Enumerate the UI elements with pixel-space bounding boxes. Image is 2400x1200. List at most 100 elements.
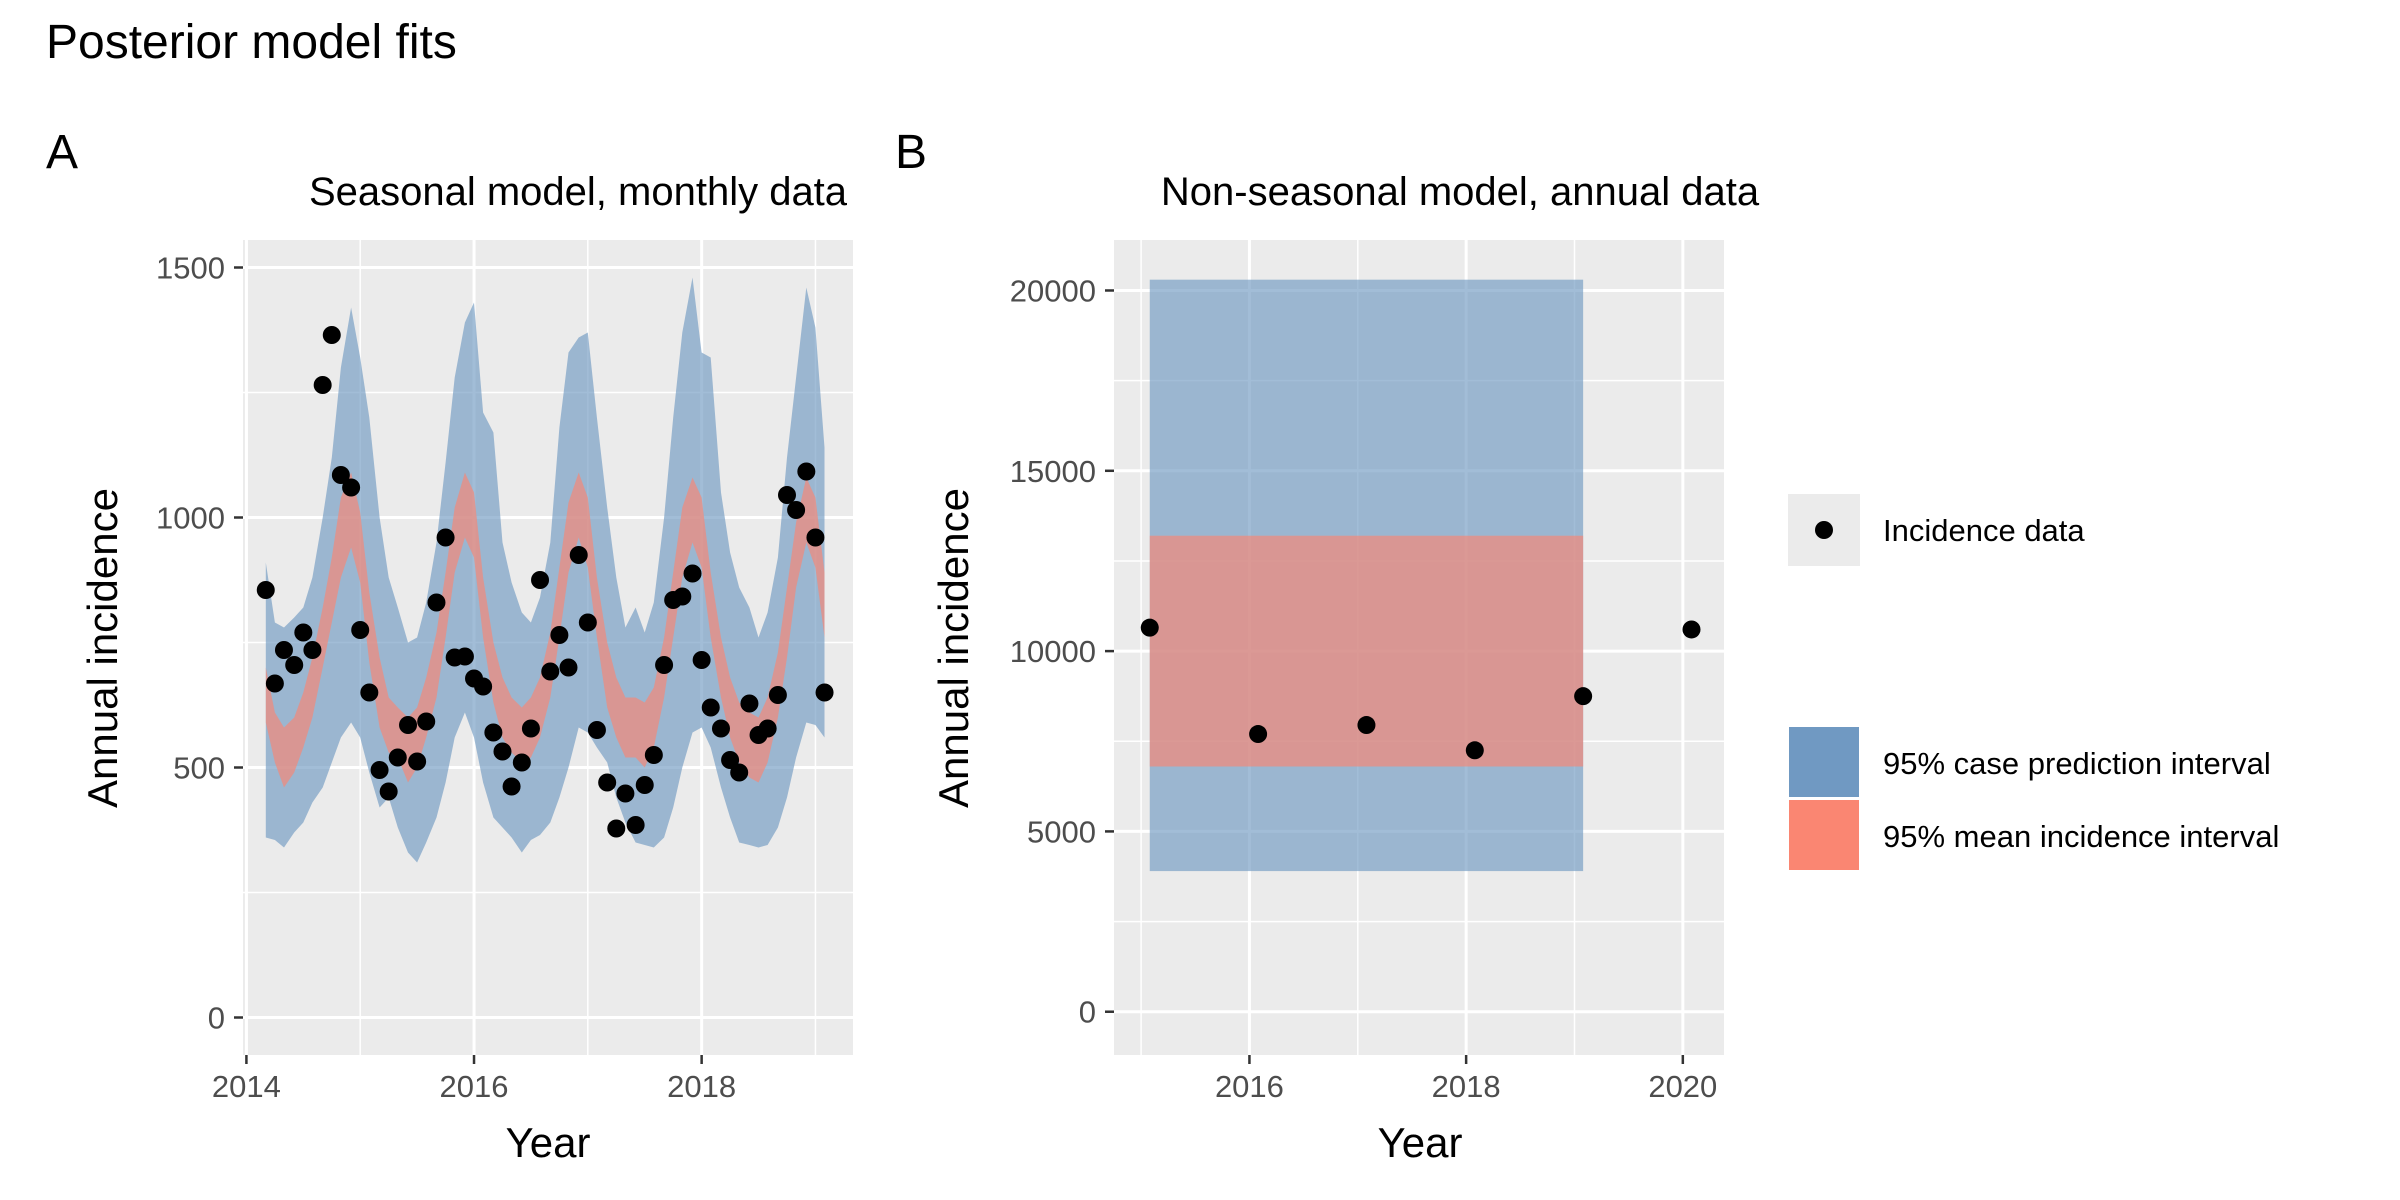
y-tick-label: 0 (1079, 995, 1096, 1030)
panel-a-x-axis-title: Year (506, 1119, 591, 1166)
panel-a-bands (265, 277, 825, 863)
data-point (569, 546, 588, 564)
data-point (692, 651, 711, 669)
data-point (787, 501, 806, 519)
data-point (550, 626, 569, 644)
data-point (730, 763, 749, 782)
data-point (1249, 725, 1268, 744)
data-point (455, 647, 474, 666)
panel-b-x-axis-title: Year (1378, 1119, 1463, 1166)
y-tick-label: 5000 (1027, 814, 1096, 849)
data-point (408, 752, 427, 771)
data-point (711, 719, 730, 738)
data-point (360, 683, 379, 702)
data-point (683, 564, 702, 583)
data-point (758, 719, 777, 738)
y-tick-label: 10000 (1010, 634, 1096, 669)
x-tick-label: 2018 (1432, 1069, 1501, 1104)
y-tick-label: 500 (173, 751, 225, 786)
data-point (331, 466, 350, 484)
data-point (256, 581, 275, 599)
data-point (417, 712, 436, 731)
panel-b: B Non-seasonal model, annual data 2016 20… (895, 126, 1760, 1166)
data-point (635, 776, 654, 794)
legend-label-prediction-interval: 95% case prediction interval (1883, 746, 2271, 781)
y-tick-label: 20000 (1010, 273, 1096, 308)
data-point (655, 656, 674, 674)
data-point (474, 677, 493, 696)
legend: Incidence data 95% case prediction inter… (1787, 494, 2279, 872)
data-point (285, 656, 304, 674)
data-point (388, 748, 407, 767)
data-point (493, 742, 512, 761)
panel-a: A Seasonal model, monthly data 2014 2016 2… (46, 126, 853, 1166)
panel-b-title: Non-seasonal model, annual data (1161, 170, 1760, 214)
data-point (370, 761, 389, 779)
legend-key-prediction-interval (1787, 725, 1861, 799)
panel-a-title: Seasonal model, monthly data (309, 170, 848, 214)
mean-interval-band (265, 472, 825, 788)
data-point (502, 777, 521, 796)
data-point (598, 773, 617, 792)
data-point (815, 683, 834, 702)
panel-a-axes: 2014 2016 2018 0 500 1000 1500 (156, 251, 736, 1105)
legend-key-mean-interval (1787, 798, 1861, 872)
data-point (701, 698, 720, 717)
data-point (427, 593, 446, 612)
data-point (607, 819, 626, 838)
data-point (541, 662, 560, 681)
data-point (673, 587, 692, 606)
data-point (1140, 618, 1159, 637)
data-point (626, 816, 645, 834)
data-point (303, 641, 322, 659)
data-point (578, 613, 597, 632)
data-point (721, 751, 740, 769)
data-point (559, 658, 578, 677)
data-point (616, 784, 635, 803)
data-point (342, 478, 361, 497)
panel-b-bands (1149, 279, 1584, 872)
panel-b-tag: B (895, 126, 927, 179)
y-tick-label: 0 (208, 1001, 225, 1036)
panel-b-data-points (1140, 618, 1701, 760)
y-tick-label: 15000 (1010, 454, 1096, 489)
legend-label-mean-interval: 95% mean incidence interval (1883, 819, 2279, 854)
data-point (1682, 620, 1701, 639)
legend-point-icon (1815, 521, 1833, 539)
legend-label-incidence-data: Incidence data (1883, 513, 2085, 548)
panel-b-y-axis-title: Annual incidence (930, 488, 977, 808)
panel-a-y-axis-title: Annual incidence (79, 488, 126, 808)
data-point (436, 528, 455, 547)
data-point (399, 716, 418, 734)
panel-b-axes: 2016 2018 2020 0 5000 10000 15000 20000 (1010, 273, 1718, 1104)
x-tick-label: 2016 (1215, 1069, 1284, 1104)
data-point (777, 486, 796, 504)
x-tick-label: 2018 (667, 1069, 736, 1104)
data-point (294, 623, 313, 642)
data-point (740, 694, 759, 713)
x-tick-label: 2016 (440, 1069, 509, 1104)
y-tick-label: 1000 (156, 501, 225, 536)
data-point (512, 753, 531, 772)
data-point (644, 746, 663, 764)
x-tick-label: 2020 (1648, 1069, 1717, 1104)
data-point (1465, 741, 1484, 760)
data-point (484, 723, 503, 742)
data-point (265, 674, 284, 693)
data-point (322, 326, 341, 344)
y-tick-label: 1500 (156, 251, 225, 286)
panel-a-data-points (256, 326, 834, 838)
data-point (531, 571, 550, 589)
data-point (313, 376, 332, 394)
panel-a-tag: A (46, 126, 78, 179)
data-point (1357, 716, 1376, 735)
data-point (768, 686, 787, 704)
data-point (274, 641, 293, 659)
data-point (379, 782, 398, 801)
data-point (797, 462, 816, 481)
figure-title: Posterior model fits (46, 16, 457, 69)
data-point (351, 621, 370, 639)
data-point (806, 528, 825, 547)
data-point (1574, 687, 1593, 706)
